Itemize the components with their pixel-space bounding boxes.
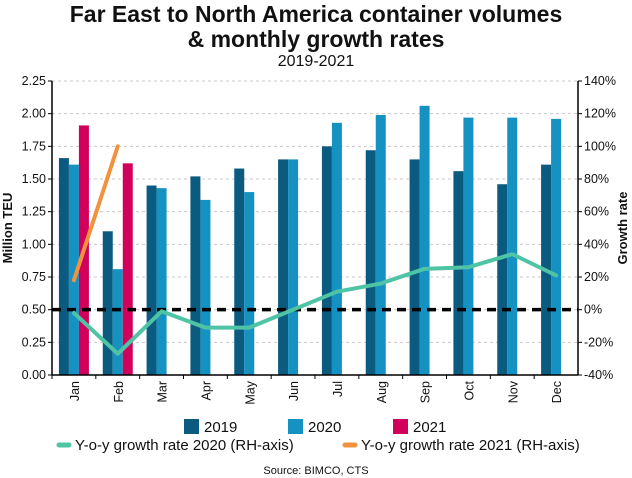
bar-2020-Oct: [463, 117, 474, 375]
bar-2021-Feb: [122, 163, 133, 375]
legend-swatch-2021: [393, 419, 408, 434]
chart-subtitle: 2019-2021: [278, 53, 355, 70]
chart-title: Far East to North America container volu…: [70, 1, 563, 27]
legend-label-line: Y-o-y growth rate 2020 (RH-axis): [75, 437, 294, 454]
y2-axis-label: Growth rate: [615, 192, 630, 265]
bar-2020-Aug: [375, 114, 386, 376]
y-tick-label: 0.75: [22, 270, 46, 284]
bar-2019-May: [234, 168, 245, 375]
bar-2020-Dec: [551, 118, 562, 375]
y2-tick-label: 0%: [584, 303, 602, 317]
y-tick-label: 1.75: [22, 139, 46, 153]
legend-swatch-2020: [288, 419, 303, 434]
y2-tick-label: 40%: [584, 237, 609, 251]
bar-2019-Nov: [497, 184, 508, 375]
x-tick-label: Apr: [199, 381, 213, 400]
bar-2020-Sep: [419, 105, 430, 376]
x-tick-label: Aug: [375, 381, 389, 403]
lines: [52, 144, 578, 356]
x-tick-label: Jan: [68, 381, 82, 401]
bar-2020-Mar: [156, 188, 167, 375]
y-axis-label: Million TEU: [0, 193, 15, 264]
bar-2020-Jun: [288, 159, 299, 375]
bar-2020-Jul: [331, 122, 342, 376]
y-tick-label: 1.00: [22, 237, 46, 251]
bar-2020-Apr: [200, 199, 211, 375]
y2-tick-label: 20%: [584, 270, 609, 284]
legend-label-line: Y-o-y growth rate 2021 (RH-axis): [361, 437, 580, 454]
x-tick-label: Oct: [462, 380, 476, 400]
x-tick-label: Dec: [550, 381, 564, 403]
y2-tick-label: 100%: [584, 139, 616, 153]
x-tick-label: Jun: [287, 381, 301, 401]
y2-tick-label: 120%: [584, 107, 616, 121]
bar-2019-Oct: [453, 171, 464, 375]
y2-tick-label: 140%: [584, 74, 616, 88]
x-tick-label: May: [243, 380, 257, 404]
bar-2020-Feb: [112, 269, 123, 375]
y-tick-label: 2.25: [22, 74, 46, 88]
legend-label-2021: 2021: [413, 419, 446, 436]
x-tick-label: Feb: [112, 381, 126, 403]
y2-tick-label: 80%: [584, 172, 609, 186]
line-series-y-o-y-growth-rate-2020-rh-axis-: [71, 252, 559, 356]
source-note: Source: BIMCO, CTS: [263, 465, 368, 477]
bar-2019-Mar: [146, 185, 157, 375]
x-tick-label: Jul: [331, 381, 345, 397]
legend-label-2020: 2020: [308, 419, 341, 436]
line-series-y-o-y-growth-rate-2021-rh-axis-: [71, 144, 120, 283]
bar-2019-Jun: [278, 159, 289, 375]
x-tick-label: Mar: [156, 381, 170, 403]
bar-2019-Apr: [190, 176, 201, 375]
x-tick-label: Sep: [419, 381, 433, 403]
y-tick-label: 0.00: [22, 368, 46, 382]
bar-2019-Feb: [102, 231, 113, 375]
y2-tick-label: 60%: [584, 205, 609, 219]
bar-2020-May: [244, 192, 255, 375]
y-tick-label: 1.50: [22, 172, 46, 186]
y2-tick-label: -20%: [584, 335, 613, 349]
y2-tick-label: -40%: [584, 368, 613, 382]
legend-label-2019: 2019: [204, 419, 237, 436]
y-tick-label: 0.50: [22, 303, 46, 317]
bar-2019-Jul: [321, 146, 332, 375]
legend-swatch-2019: [184, 419, 199, 434]
x-tick-label: Nov: [506, 380, 520, 403]
chart-title-line2: & monthly growth rates: [188, 26, 445, 52]
bar-2019-Aug: [365, 150, 376, 375]
y-tick-label: 1.25: [22, 205, 46, 219]
y-tick-label: 0.25: [22, 335, 46, 349]
legend: 2019 2020 2021 Y-o-y growth rate 2020 (RH-a…: [56, 419, 580, 454]
bar-2019-Sep: [409, 159, 420, 375]
bar-2019-Jan: [58, 158, 69, 375]
bar-2020-Jan: [68, 164, 79, 375]
y-tick-label: 2.00: [22, 107, 46, 121]
bar-2020-Nov: [507, 117, 518, 375]
axes: 0.00 0.25 0.50 0.75 1.00 1.25 1.50 1.75 2.00 2.25…: [22, 74, 616, 405]
